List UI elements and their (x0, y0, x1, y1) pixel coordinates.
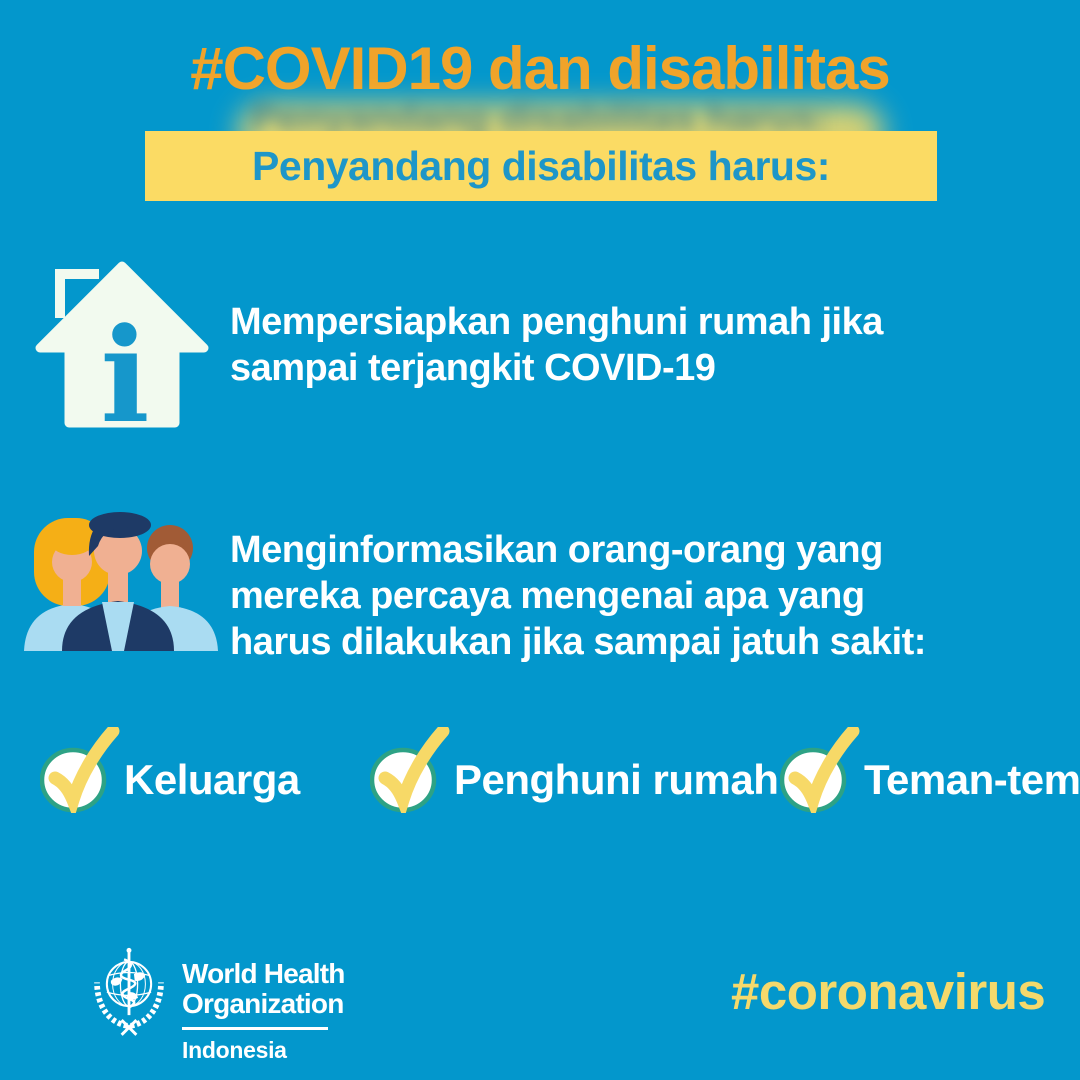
check-label: Teman-teman (864, 756, 1080, 803)
svg-text:i: i (100, 299, 149, 430)
checklist-item-family: Keluarga (40, 727, 300, 813)
banner: Penyandang disabilitas harus: (145, 131, 937, 201)
check-icon (780, 727, 860, 813)
who-country: Indonesia (182, 1036, 287, 1063)
check-icon (370, 727, 450, 813)
who-divider (182, 1026, 328, 1030)
people-icon (18, 506, 218, 656)
who-logo: World Health Organization Indonesia (88, 946, 345, 1064)
check-label: Keluarga (124, 756, 300, 803)
item-text-prepare-household: Mempersiapkan penghuni rumah jika sampai… (230, 301, 883, 389)
checklist-item-household: Penghuni rumah (370, 727, 779, 813)
item-text-inform-people: Menginformasikan orang-orang yang mereka… (230, 529, 926, 663)
who-org-line2: Organization (182, 987, 344, 1019)
page-title: #COVID19 dan disabilitas (190, 35, 891, 102)
who-org-line1: World Health (182, 958, 345, 989)
house-info-icon: i (35, 260, 210, 452)
who-emblem-icon (94, 947, 164, 1036)
who-wordmark: World Health Organization Indonesia (182, 959, 345, 1064)
coronavirus-hashtag: #coronavirus (731, 963, 1046, 1020)
banner-label: Penyandang disabilitas harus: (252, 142, 830, 189)
check-icon (40, 727, 120, 813)
check-label: Penghuni rumah (454, 756, 779, 803)
checklist-item-friends: Teman-teman (780, 727, 1080, 813)
